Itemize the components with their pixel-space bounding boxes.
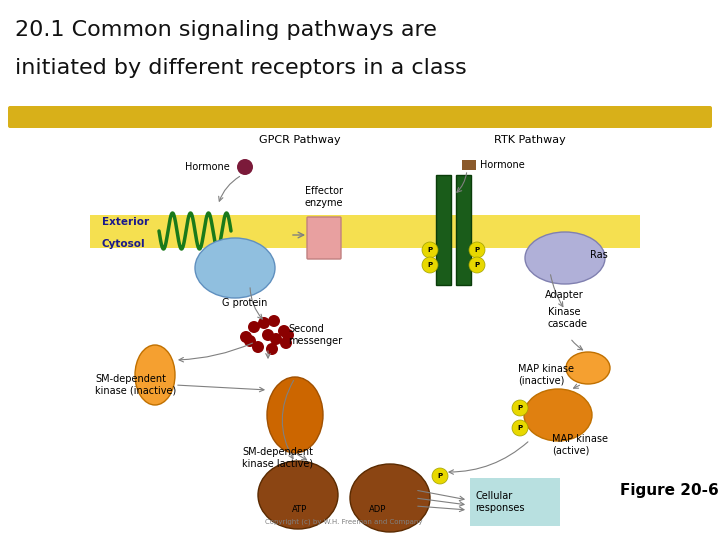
- Circle shape: [258, 317, 270, 329]
- Ellipse shape: [566, 352, 610, 384]
- Text: P: P: [474, 262, 480, 268]
- Circle shape: [268, 315, 280, 327]
- Circle shape: [512, 420, 528, 436]
- Circle shape: [278, 325, 290, 337]
- Ellipse shape: [267, 377, 323, 453]
- Text: Hormone: Hormone: [185, 162, 230, 172]
- Circle shape: [248, 321, 260, 333]
- Circle shape: [266, 343, 278, 355]
- Circle shape: [280, 337, 292, 349]
- Text: Ras: Ras: [590, 250, 608, 260]
- Circle shape: [244, 335, 256, 347]
- Bar: [462, 160, 476, 170]
- Text: ADP: ADP: [369, 505, 387, 515]
- Text: initiated by different receptors in a class: initiated by different receptors in a cl…: [15, 58, 467, 78]
- Bar: [436, 175, 451, 285]
- Text: MAP kinase
(inactive): MAP kinase (inactive): [518, 364, 574, 386]
- Text: Figure 20-6: Figure 20-6: [620, 483, 719, 497]
- Bar: [470, 478, 560, 526]
- Circle shape: [270, 333, 282, 345]
- Text: Adapter: Adapter: [545, 290, 584, 300]
- Bar: [90, 215, 640, 248]
- Text: Exterior: Exterior: [102, 217, 149, 227]
- Ellipse shape: [525, 232, 605, 284]
- Circle shape: [237, 159, 253, 175]
- Ellipse shape: [135, 345, 175, 405]
- Text: Cytosol: Cytosol: [102, 239, 145, 249]
- FancyBboxPatch shape: [307, 217, 341, 259]
- Circle shape: [282, 329, 294, 341]
- Text: Second
messenger: Second messenger: [288, 324, 342, 346]
- Text: Kinase
cascade: Kinase cascade: [548, 307, 588, 329]
- Text: P: P: [438, 473, 443, 479]
- Text: P: P: [518, 425, 523, 431]
- Text: Copyright (c) by W.H. Freeman and Company: Copyright (c) by W.H. Freeman and Compan…: [265, 519, 423, 525]
- Text: GPCR Pathway: GPCR Pathway: [259, 135, 341, 145]
- Ellipse shape: [350, 464, 430, 532]
- Text: RTK Pathway: RTK Pathway: [494, 135, 566, 145]
- FancyBboxPatch shape: [8, 106, 712, 128]
- Text: G protein: G protein: [222, 298, 268, 308]
- Text: ATP: ATP: [292, 505, 307, 515]
- Bar: [456, 175, 471, 285]
- Circle shape: [240, 331, 252, 343]
- Text: Effector
enzyme: Effector enzyme: [305, 186, 343, 208]
- Text: 20.1 Common signaling pathways are: 20.1 Common signaling pathways are: [15, 20, 437, 40]
- Text: P: P: [428, 262, 433, 268]
- Text: SM-dependent
kinase lactive): SM-dependent kinase lactive): [242, 447, 313, 469]
- Ellipse shape: [195, 238, 275, 298]
- Circle shape: [262, 329, 274, 341]
- Text: Hormone: Hormone: [480, 160, 525, 170]
- Circle shape: [422, 242, 438, 258]
- Text: SM-dependent
kinase (inactive): SM-dependent kinase (inactive): [95, 374, 176, 396]
- Circle shape: [422, 257, 438, 273]
- Text: MAP kinase
(active): MAP kinase (active): [552, 434, 608, 456]
- Text: P: P: [428, 247, 433, 253]
- Ellipse shape: [258, 461, 338, 529]
- Ellipse shape: [524, 389, 592, 441]
- Text: Cellular
responses: Cellular responses: [475, 491, 524, 513]
- Circle shape: [469, 242, 485, 258]
- Circle shape: [469, 257, 485, 273]
- Text: P: P: [474, 247, 480, 253]
- Circle shape: [252, 341, 264, 353]
- Circle shape: [432, 468, 448, 484]
- Circle shape: [512, 400, 528, 416]
- Text: P: P: [518, 405, 523, 411]
